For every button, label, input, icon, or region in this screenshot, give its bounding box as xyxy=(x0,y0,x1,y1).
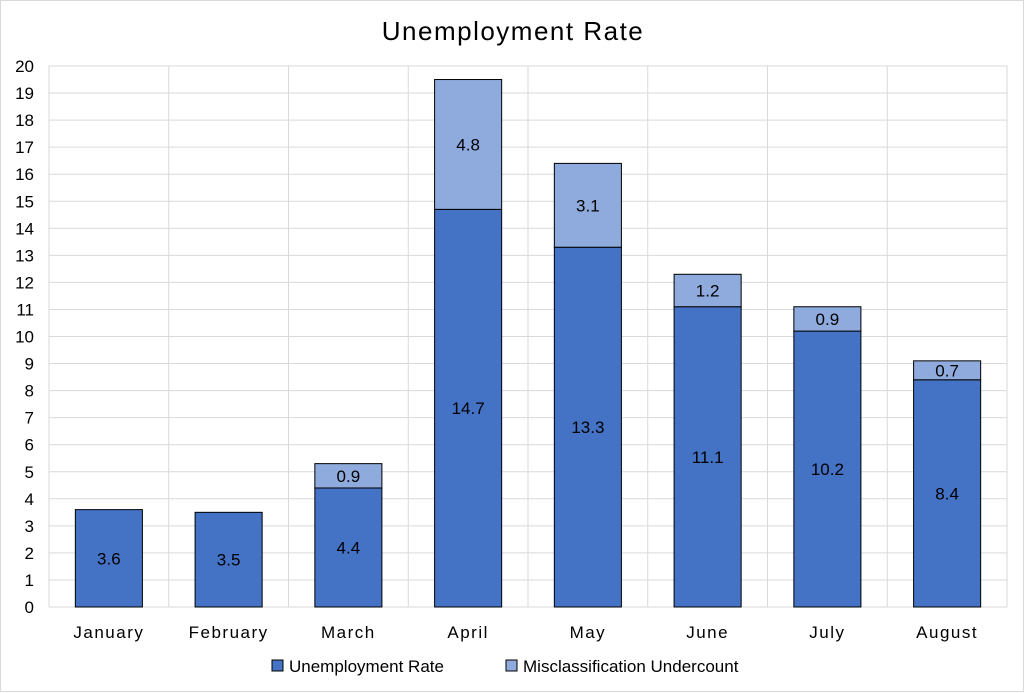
y-tick-label: 5 xyxy=(25,463,34,482)
data-label: 13.3 xyxy=(571,418,604,437)
bar-unemployment-rate xyxy=(74,509,143,608)
data-label: 3.1 xyxy=(576,196,600,215)
data-label: 8.4 xyxy=(935,484,959,503)
y-tick-label: 2 xyxy=(25,544,34,563)
y-tick-label: 16 xyxy=(15,165,34,184)
bar-misclassification-undercount xyxy=(793,306,862,332)
bar-misclassification-undercount xyxy=(434,79,503,210)
bar-misclassification-undercount xyxy=(553,162,622,248)
data-label: 0.7 xyxy=(935,361,959,380)
y-tick-label: 17 xyxy=(15,138,34,157)
bar-unemployment-rate xyxy=(913,379,982,608)
y-tick-label: 7 xyxy=(25,409,34,428)
x-category-label: July xyxy=(809,623,845,642)
data-label: 4.8 xyxy=(456,135,480,154)
data-label: 1.2 xyxy=(696,282,720,301)
bar-misclassification-undercount xyxy=(913,360,982,381)
y-tick-label: 18 xyxy=(15,111,34,130)
x-category-label: June xyxy=(686,623,729,642)
bar-unemployment-rate xyxy=(314,487,383,608)
bar-misclassification-undercount xyxy=(673,273,742,308)
x-category-label: January xyxy=(73,623,144,642)
x-category-label: February xyxy=(189,623,269,642)
legend-label: Unemployment Rate xyxy=(289,657,444,676)
data-label: 0.9 xyxy=(816,310,840,329)
bar-unemployment-rate xyxy=(553,246,622,608)
data-label: 11.1 xyxy=(692,448,724,467)
y-tick-label: 8 xyxy=(25,382,34,401)
y-tick-label: 9 xyxy=(25,355,34,374)
grid-layer xyxy=(48,65,1008,608)
data-label: 3.6 xyxy=(97,549,121,568)
y-tick-label: 0 xyxy=(25,598,34,617)
data-label-layer: 3.6 3.5 4.4 0.9 14.7 4.8 13.3 3.1 11.1 1.2 10.2 0.9… xyxy=(97,135,959,569)
y-tick-label: 12 xyxy=(15,273,34,292)
legend: Unemployment Rate Misclassification Under… xyxy=(271,657,739,676)
data-label: 3.5 xyxy=(217,551,241,570)
x-category-label: May xyxy=(570,623,607,642)
y-tick-label: 11 xyxy=(16,300,34,319)
y-tick-label: 19 xyxy=(15,84,34,103)
legend-label: Misclassification Undercount xyxy=(523,657,739,676)
legend-swatch xyxy=(271,659,284,672)
data-label: 0.9 xyxy=(337,467,361,486)
chart-title: Unemployment Rate xyxy=(382,16,645,46)
x-category-label: April xyxy=(447,623,489,642)
y-tick-label: 3 xyxy=(25,517,34,536)
y-tick-label: 15 xyxy=(15,192,34,211)
y-tick-label: 6 xyxy=(25,436,34,455)
bar-unemployment-rate xyxy=(194,511,263,608)
x-category-label: March xyxy=(321,623,376,642)
data-label: 4.4 xyxy=(337,538,361,557)
data-label: 10.2 xyxy=(811,460,844,479)
y-tick-label: 14 xyxy=(15,219,34,238)
bar-unemployment-rate xyxy=(434,208,503,608)
bar-unemployment-rate xyxy=(793,330,862,608)
y-tick-label: 1 xyxy=(25,571,34,590)
y-tick-label: 20 xyxy=(15,57,34,76)
y-tick-label: 4 xyxy=(25,490,34,509)
y-tick-label: 10 xyxy=(15,328,34,347)
y-tick-label: 13 xyxy=(15,246,34,265)
legend-swatch xyxy=(505,659,518,672)
bar-misclassification-undercount xyxy=(314,463,383,489)
data-label: 14.7 xyxy=(452,399,485,418)
bar-layer xyxy=(74,79,982,608)
x-axis-categories: January February March April May June July Augu… xyxy=(73,623,978,642)
x-category-label: August xyxy=(916,623,978,642)
bar-unemployment-rate xyxy=(673,306,742,608)
